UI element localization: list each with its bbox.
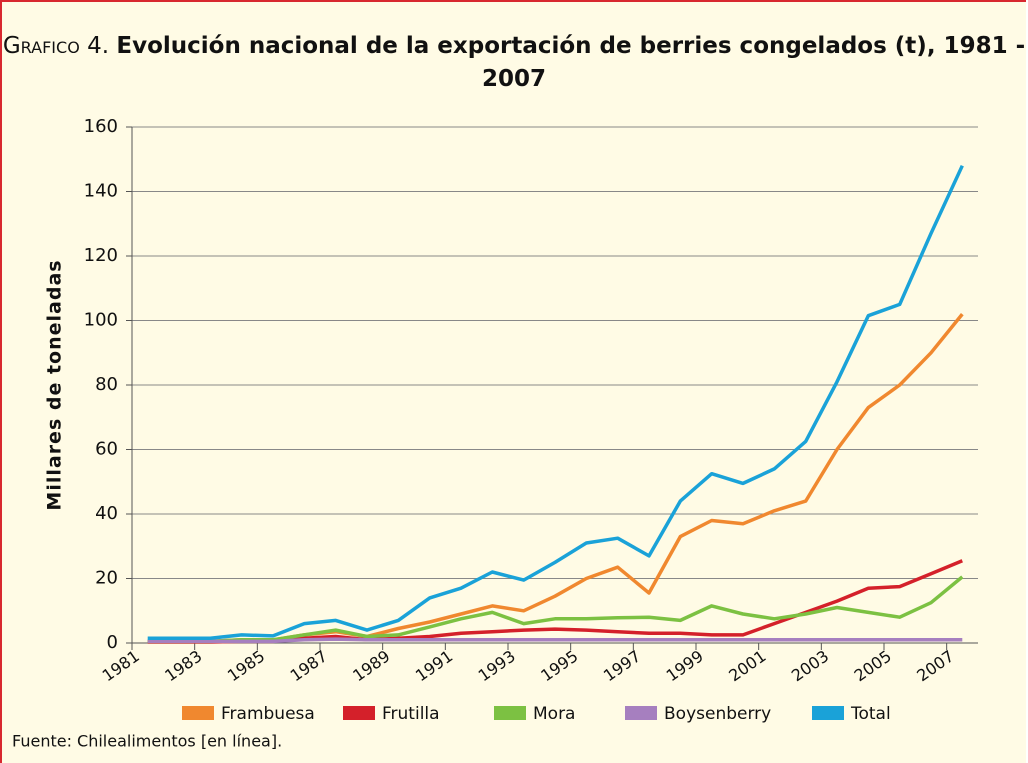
series-line [147, 575, 964, 644]
chart-title: Grafico 4. Evolución nacional de la expo… [0, 30, 1028, 96]
legend-label: Boysenberry [664, 704, 771, 724]
legend-label: Frambuesa [221, 704, 315, 724]
x-tick-label: 1995 [537, 646, 581, 685]
x-tick-label: 1985 [224, 646, 268, 685]
y-tick-label: 0 [107, 632, 118, 653]
legend-swatch [494, 706, 526, 720]
y-tick-label: 80 [95, 374, 118, 395]
x-tick-label: 2005 [851, 646, 895, 685]
y-tick-label: 140 [84, 181, 118, 202]
x-tick-label: 1993 [475, 646, 519, 685]
x-tick-label: 2001 [725, 646, 769, 685]
title-text: Evolución nacional de la exportación de … [116, 33, 1026, 92]
x-tick-label: 1981 [99, 646, 143, 685]
series-line [147, 559, 963, 644]
x-tick-label: 1989 [349, 646, 393, 685]
y-tick-label: 160 [84, 116, 118, 137]
x-tick-label: 1987 [287, 646, 331, 685]
x-tick-label: 1983 [161, 646, 205, 685]
y-tick-label: 40 [95, 503, 118, 524]
legend-swatch [343, 706, 375, 720]
y-tick-label: 120 [84, 245, 118, 266]
legend-swatch [625, 706, 657, 720]
legend-swatch [812, 706, 844, 720]
series-line [147, 637, 963, 644]
x-tick-label: 1991 [412, 646, 456, 685]
legend-label: Mora [533, 704, 575, 724]
legend-label: Frutilla [382, 704, 440, 724]
source: Fuente: Chilealimentos [en línea]. [12, 732, 282, 751]
y-tick-label: 20 [95, 568, 118, 589]
y-axis-label: Millares de toneladas [44, 259, 66, 510]
x-tick-label: 2003 [788, 646, 832, 685]
y-tick-label: 60 [95, 439, 118, 460]
series-line [147, 312, 964, 644]
x-tick-label: 2007 [913, 646, 957, 685]
x-tick-label: 1999 [663, 646, 707, 685]
series-line [147, 164, 964, 640]
legend-label: Total [850, 704, 891, 724]
y-tick-label: 100 [84, 310, 118, 331]
x-tick-label: 1997 [600, 646, 644, 685]
title-prefix: Grafico 4. [2, 33, 110, 59]
legend-swatch [182, 706, 214, 720]
